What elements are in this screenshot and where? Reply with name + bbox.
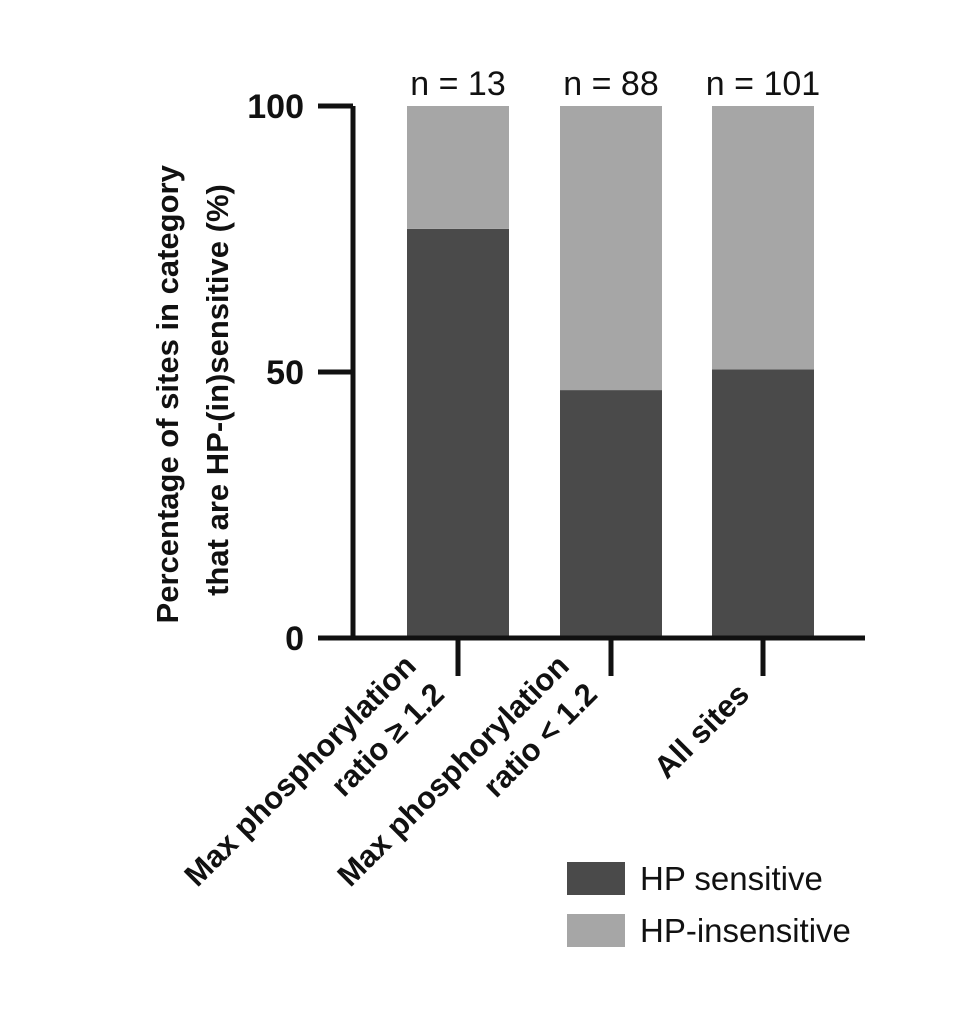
bars-group — [407, 106, 814, 638]
y-ticks-group: 0 50 100 — [247, 88, 353, 658]
n-labels-group: n = 13 n = 88 n = 101 — [410, 65, 820, 103]
y-axis-title-line-1: Percentage of sites in category — [150, 164, 185, 623]
x-ticks-group — [455, 638, 766, 676]
bar-segment-hp-insensitive-2 — [560, 106, 662, 391]
bar-segment-hp-sensitive-1 — [407, 228, 509, 638]
bar-segment-hp-sensitive-2 — [560, 390, 662, 638]
legend-swatch-hp-sensitive — [567, 862, 625, 895]
category-label-3: All sites — [647, 676, 756, 785]
legend-label-hp-insensitive: HP-insensitive — [640, 912, 851, 949]
bar-segment-hp-insensitive-1 — [407, 106, 509, 229]
y-axis-title: Percentage of sites in category that are… — [150, 157, 235, 624]
y-tick-label-0: 0 — [285, 620, 304, 658]
legend-swatch-hp-insensitive — [567, 914, 625, 947]
y-axis-title-line-2: that are HP-(in)sensitive (%) — [200, 184, 235, 596]
n-label-1: n = 13 — [410, 65, 505, 103]
n-label-3: n = 101 — [706, 65, 820, 103]
y-tick-label-50: 50 — [266, 354, 304, 392]
category-label-1: Max phosphorylationratio ≥ 1.2 — [177, 648, 450, 921]
category-label-3-line-1: All sites — [647, 676, 756, 785]
n-label-2: n = 88 — [563, 65, 658, 103]
bar-segment-hp-insensitive-3 — [712, 106, 814, 370]
y-tick-label-100: 100 — [247, 88, 304, 126]
legend-label-hp-sensitive: HP sensitive — [640, 860, 823, 897]
bar-segment-hp-sensitive-3 — [712, 369, 814, 638]
legend: HP sensitive HP-insensitive — [567, 860, 851, 949]
